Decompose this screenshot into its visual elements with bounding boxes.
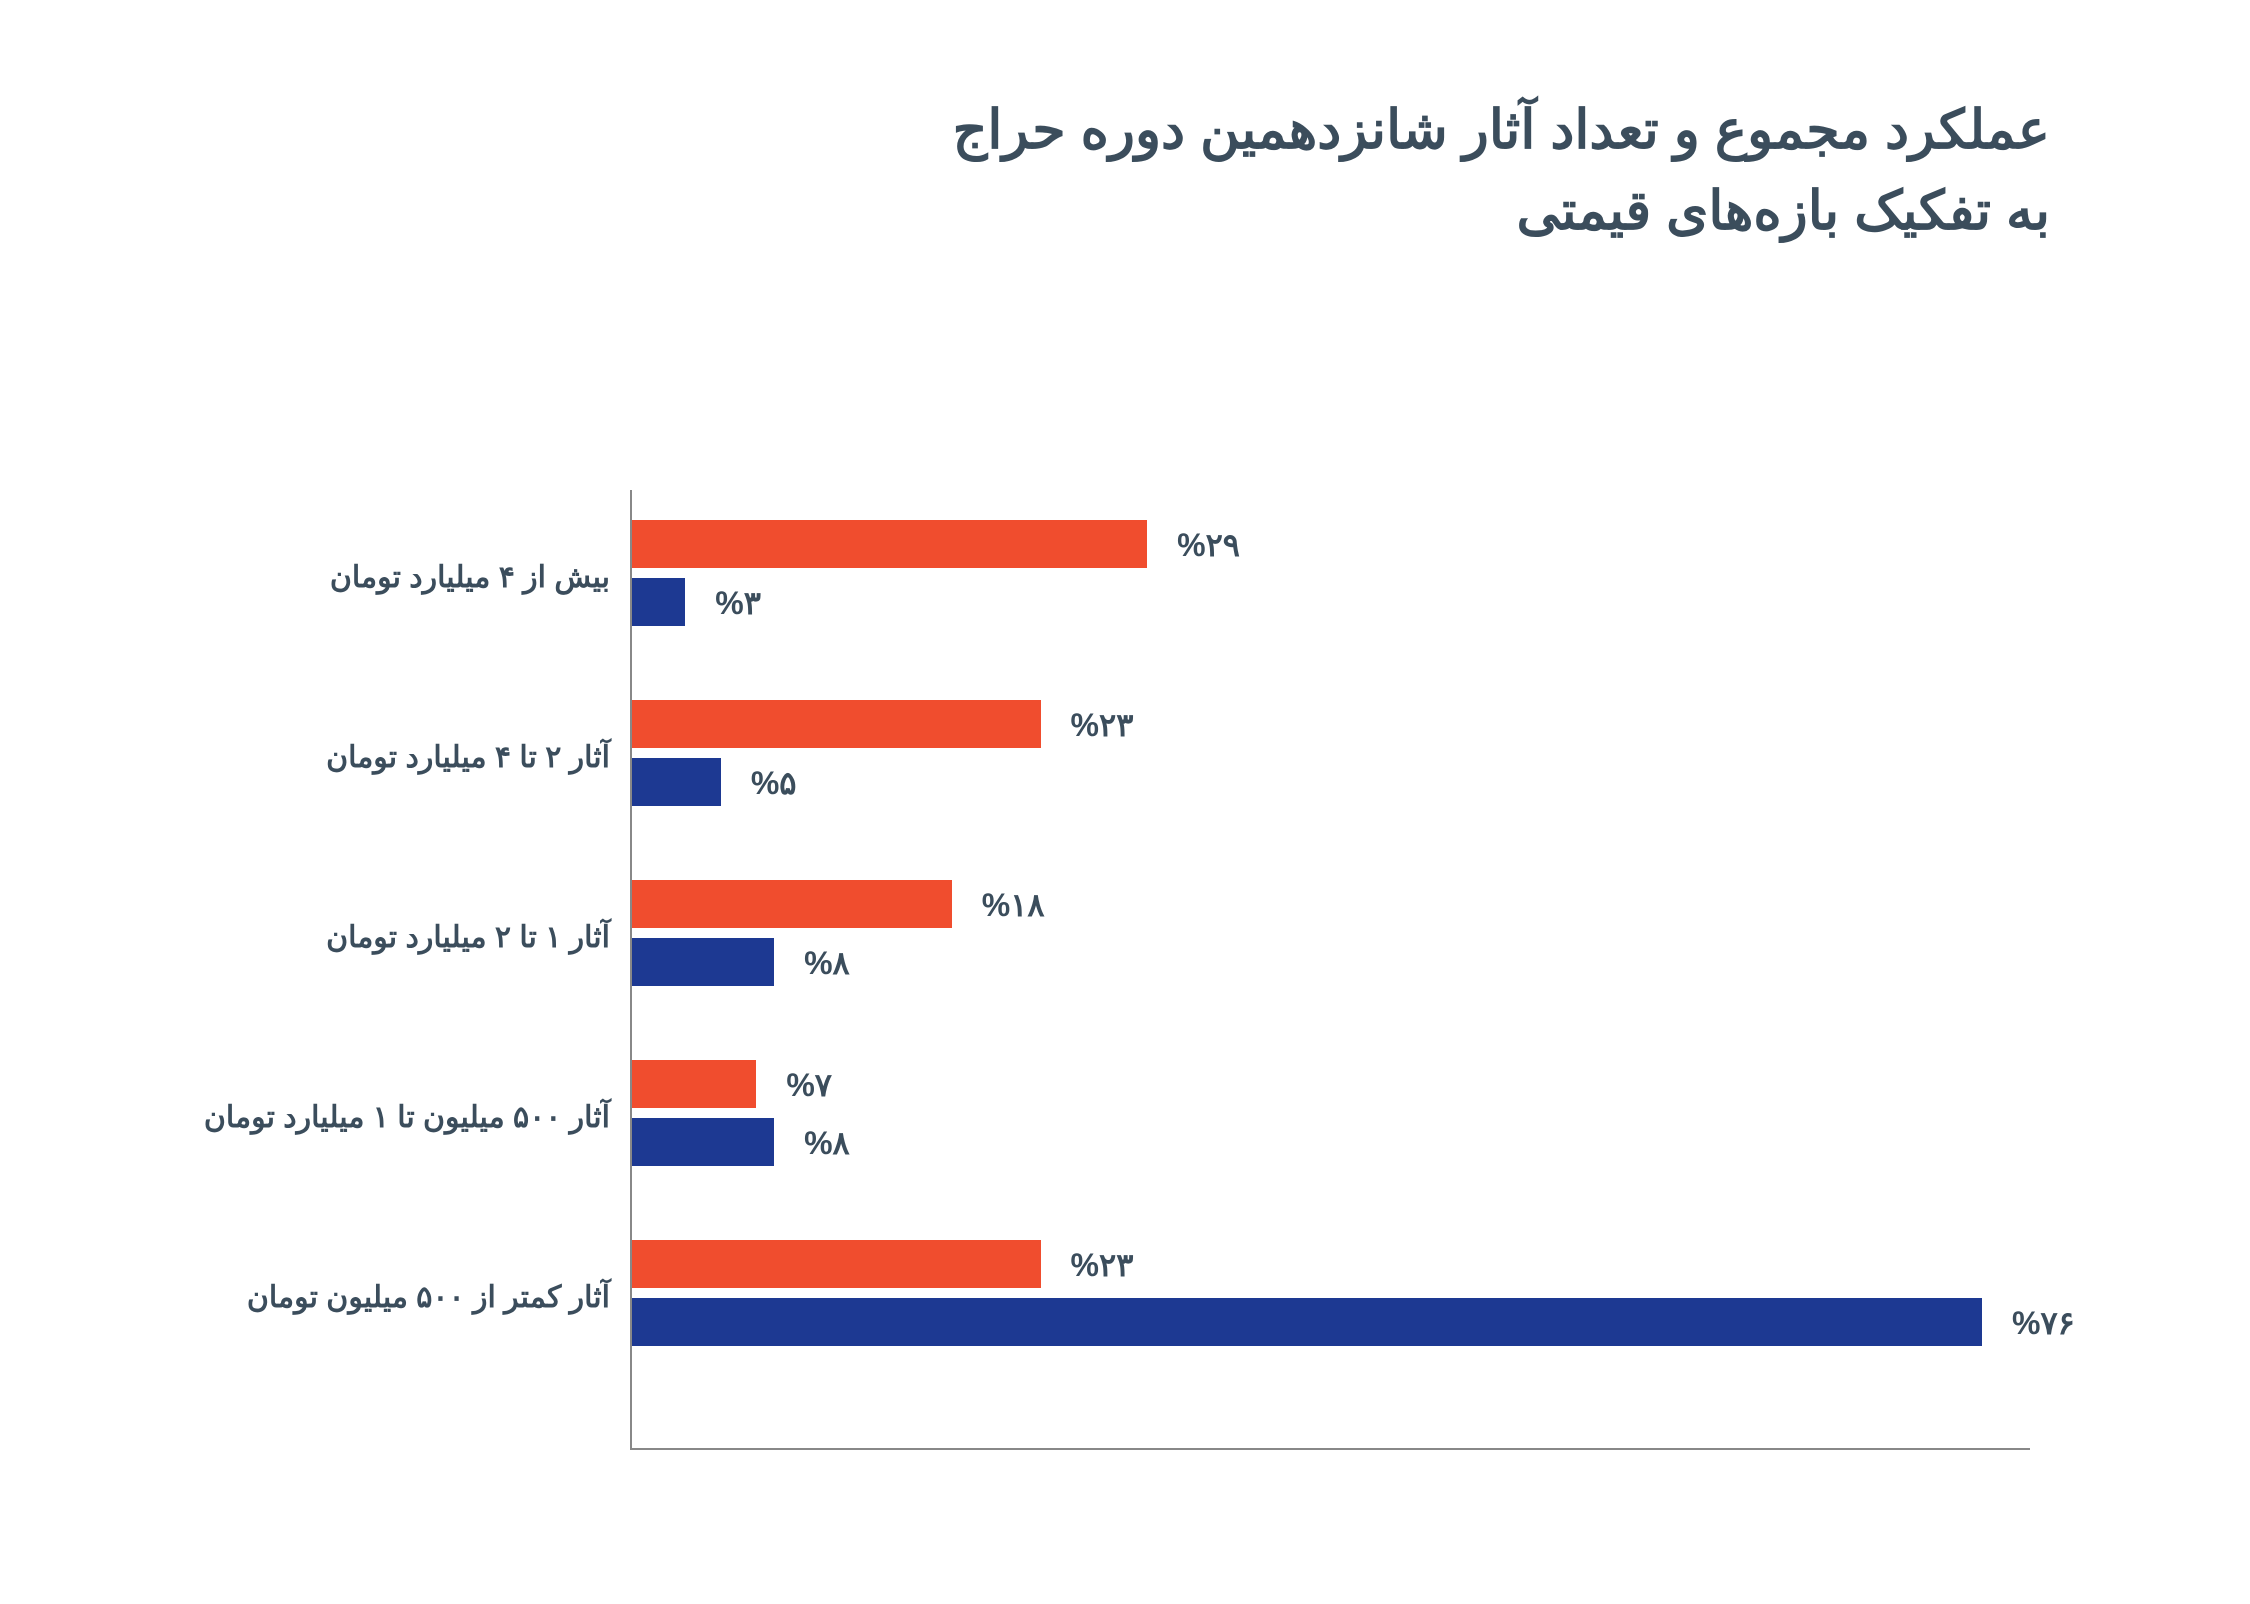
bar-series-b: [632, 938, 774, 986]
bar-value-a: %۲۹: [1177, 526, 1240, 564]
bar-series-a: [632, 700, 1041, 748]
category-label: آثار کمتر از ۵۰۰ میلیون تومان: [110, 1280, 610, 1315]
bar-series-b: [632, 758, 721, 806]
bar-series-a: [632, 1060, 756, 1108]
chart-title: عملکرد مجموع و تعداد آثار شانزدهمین دوره…: [953, 90, 2050, 252]
bar-series-b: [632, 1118, 774, 1166]
bar-value-b: %۳: [715, 584, 761, 622]
bar-value-b: %۸: [804, 944, 850, 982]
bar-value-b: %۸: [804, 1124, 850, 1162]
title-line-1: عملکرد مجموع و تعداد آثار شانزدهمین دوره…: [953, 90, 2050, 171]
bar-series-b: [632, 1298, 1982, 1346]
chart-area: بیش از ۴ میلیارد تومان %۲۹ %۳ آثار ۲ تا ۴ م…: [0, 490, 2250, 1490]
bar-value-b: %۵: [751, 764, 797, 802]
title-line-2: به تفکیک بازه‌های قیمتی: [953, 171, 2050, 252]
bar-value-a: %۲۳: [1071, 706, 1134, 744]
bar-series-b: [632, 578, 685, 626]
bar-series-a: [632, 520, 1147, 568]
bar-value-a: %۱۸: [982, 886, 1045, 924]
bar-value-b: %۷۶: [2012, 1304, 2075, 1342]
category-label: آثار ۵۰۰ میلیون تا ۱ میلیارد تومان: [110, 1100, 610, 1135]
bar-value-a: %۷: [786, 1066, 832, 1104]
category-label: آثار ۲ تا ۴ میلیارد تومان: [110, 740, 610, 775]
x-axis: [630, 1448, 2030, 1450]
category-label: بیش از ۴ میلیارد تومان: [110, 560, 610, 595]
bar-value-a: %۲۳: [1071, 1246, 1134, 1284]
bar-series-a: [632, 880, 952, 928]
category-label: آثار ۱ تا ۲ میلیارد تومان: [110, 920, 610, 955]
bar-series-a: [632, 1240, 1041, 1288]
